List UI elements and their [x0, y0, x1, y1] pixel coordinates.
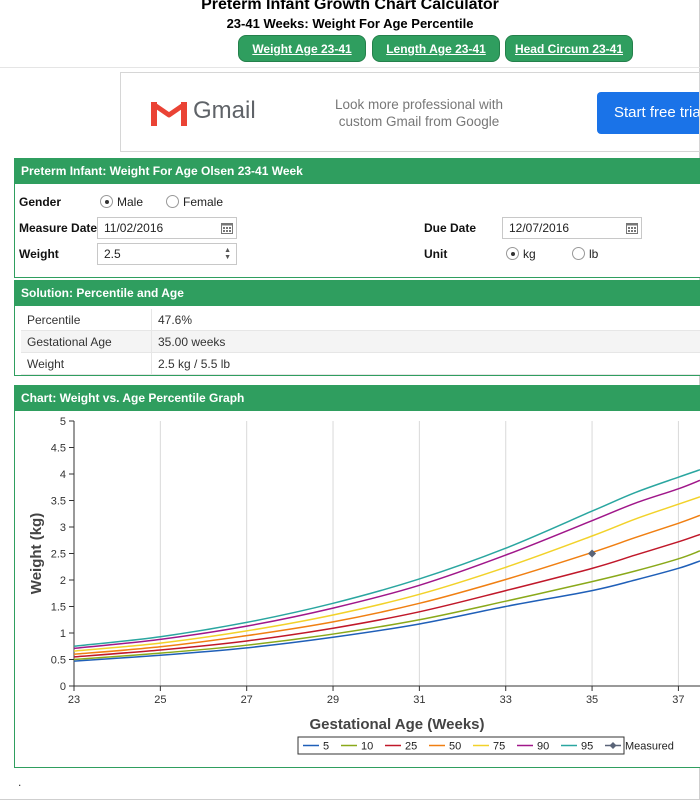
column-divider [151, 309, 152, 331]
measure-date-input[interactable]: 11/02/2016 [97, 217, 237, 239]
x-tick-label: 25 [154, 694, 166, 706]
gender-male-label[interactable]: Male [117, 195, 144, 209]
y-axis-title: Weight (kg) [28, 513, 45, 594]
gender-female-radio[interactable] [166, 195, 179, 208]
legend-label: 95 [581, 741, 593, 753]
result-key: Gestational Age [27, 335, 112, 349]
measure-date-value: 11/02/2016 [104, 221, 164, 235]
measured-point [588, 549, 597, 558]
legend-label: Measured [625, 741, 674, 753]
ad-copy-line-1: Look more professional with [334, 97, 504, 112]
y-tick-label: 3.5 [51, 496, 66, 508]
length-age-nav-button[interactable]: Length Age 23-41 [372, 35, 500, 62]
result-value: 47.6% [158, 313, 193, 327]
legend-label: 5 [323, 741, 329, 753]
result-row-weight: Weight 2.5 kg / 5.5 lb [21, 353, 700, 375]
y-tick-label: 1.5 [51, 602, 66, 614]
solution-panel-title: Solution: Percentile and Age [15, 280, 700, 306]
series-line-p5 [74, 560, 700, 662]
gender-label: Gender [19, 195, 62, 209]
series-line-p10 [74, 550, 700, 661]
legend-box [297, 736, 625, 755]
y-tick-label: 1 [60, 628, 66, 640]
due-date-value: 12/07/2016 [509, 221, 570, 235]
y-tick-label: 2.5 [51, 549, 66, 561]
y-tick-label: 2 [60, 575, 66, 587]
weight-value: 2.5 [104, 247, 121, 261]
calculator-panel-title: Preterm Infant: Weight For Age Olsen 23-… [15, 158, 700, 184]
result-key: Weight [27, 357, 65, 371]
ad-copy: Look more professional with custom Gmail… [329, 96, 509, 130]
page-title: Preterm Infant Growth Chart Calculator [201, 0, 499, 13]
ad-copy-line-2: custom Gmail from Google [338, 114, 500, 129]
legend-label: 90 [537, 741, 549, 753]
unit-lb-radio[interactable] [572, 247, 585, 260]
page-header: Preterm Infant Growth Chart Calculator 2… [0, 0, 700, 68]
chart-panel-title: Chart: Weight vs. Age Percentile Graph [15, 385, 700, 411]
legend-label: 75 [493, 741, 505, 753]
gmail-brand-text: Gmail [193, 97, 256, 124]
start-free-trial-button[interactable]: Start free trial [597, 92, 699, 134]
solution-panel: Solution: Percentile and Age Percentile … [14, 280, 700, 376]
y-tick-label: 4.5 [51, 443, 66, 455]
legend-label: 10 [361, 741, 373, 753]
ad-banner[interactable]: Gmail Look more professional with custom… [120, 72, 700, 152]
series-line-p95 [74, 469, 700, 647]
result-row-percentile: Percentile 47.6% [21, 309, 700, 331]
result-value: 2.5 kg / 5.5 lb [158, 357, 231, 371]
calendar-icon[interactable] [626, 222, 638, 234]
footer-dot: . [18, 775, 22, 789]
legend-label: 25 [405, 741, 417, 753]
x-tick-label: 31 [413, 694, 425, 706]
result-value: 35.00 weeks [158, 335, 226, 349]
unit-kg-radio[interactable] [506, 247, 519, 260]
gmail-logo-icon [151, 101, 187, 126]
weight-age-nav-button[interactable]: Weight Age 23-41 [238, 35, 366, 62]
unit-lb-label[interactable]: lb [589, 247, 599, 261]
result-row-gestational-age: Gestational Age 35.00 weeks [21, 331, 700, 353]
x-tick-label: 27 [241, 694, 253, 706]
series-line-p25 [74, 533, 700, 658]
due-date-label: Due Date [424, 221, 477, 235]
weight-label: Weight [19, 247, 59, 261]
y-tick-label: 0 [60, 681, 66, 693]
page-subtitle: 23-41 Weeks: Weight For Age Percentile [226, 16, 474, 31]
chart-legend: 5 10 25 50 75 90 95 Measured [297, 736, 674, 755]
series-line-p90 [74, 479, 700, 650]
chart-panel: Chart: Weight vs. Age Percentile Graph 0… [14, 385, 700, 768]
x-tick-label: 35 [586, 694, 598, 706]
x-tick-label: 23 [68, 694, 80, 706]
calculator-panel: Preterm Infant: Weight For Age Olsen 23-… [14, 158, 700, 278]
x-tick-label: 33 [500, 694, 512, 706]
measure-date-label: Measure Date [19, 221, 98, 235]
due-date-input[interactable]: 12/07/2016 [502, 217, 642, 239]
gender-male-radio[interactable] [100, 195, 113, 208]
spinner-arrows-icon[interactable]: ▲ ▼ [224, 247, 231, 261]
series-line-p75 [74, 496, 700, 652]
column-divider [151, 331, 152, 353]
weight-input[interactable]: 2.5 ▲ ▼ [97, 243, 237, 265]
weight-age-chart: 0 0.5 1 1.5 2 2.5 3 3.5 4 4.5 5 23 25 27 29 31 33 35 37 Ges… [28, 416, 700, 755]
unit-kg-label[interactable]: kg [523, 247, 536, 261]
calendar-icon[interactable] [221, 222, 233, 234]
y-tick-label: 4 [60, 469, 66, 481]
result-key: Percentile [27, 313, 81, 327]
unit-label: Unit [424, 247, 448, 261]
gender-female-label[interactable]: Female [183, 195, 224, 209]
y-tick-label: 5 [60, 416, 66, 428]
y-tick-label: 0.5 [51, 655, 66, 667]
head-circum-nav-button[interactable]: Head Circum 23-41 [505, 35, 633, 62]
column-divider [151, 353, 152, 375]
series-line-p50 [74, 514, 700, 655]
y-tick-label: 3 [60, 522, 66, 534]
x-tick-label: 37 [672, 694, 684, 706]
legend-marker [609, 742, 617, 749]
legend-label: 50 [449, 741, 461, 753]
x-tick-label: 29 [327, 694, 339, 706]
x-axis-title: Gestational Age (Weeks) [309, 716, 484, 733]
